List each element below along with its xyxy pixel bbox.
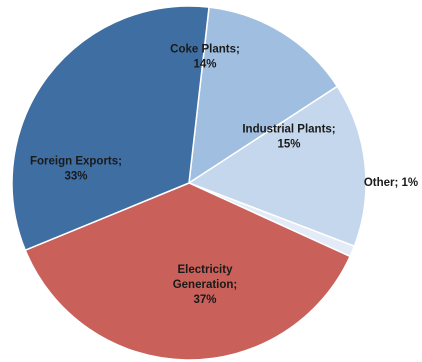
- slice-foreign-exports: [11, 5, 210, 252]
- label-foreign-exports: Foreign Exports; 33%: [30, 156, 122, 183]
- slice-industrial-plants: [187, 85, 367, 248]
- label-other: Other; 1%: [364, 177, 418, 189]
- slice-coke-plants: [188, 6, 339, 185]
- slice-electricity-generation: [24, 182, 352, 361]
- label-coke-plants: Coke Plants; 14%: [170, 44, 240, 71]
- pie-labels: Coke Plants; 14% Industrial Plants; 15% Othe…: [30, 44, 418, 307]
- label-electricity-generation: Electricity Generation; 37%: [173, 264, 238, 306]
- label-industrial-plants: Industrial Plants; 15%: [242, 124, 335, 151]
- pie-slices: [11, 5, 367, 361]
